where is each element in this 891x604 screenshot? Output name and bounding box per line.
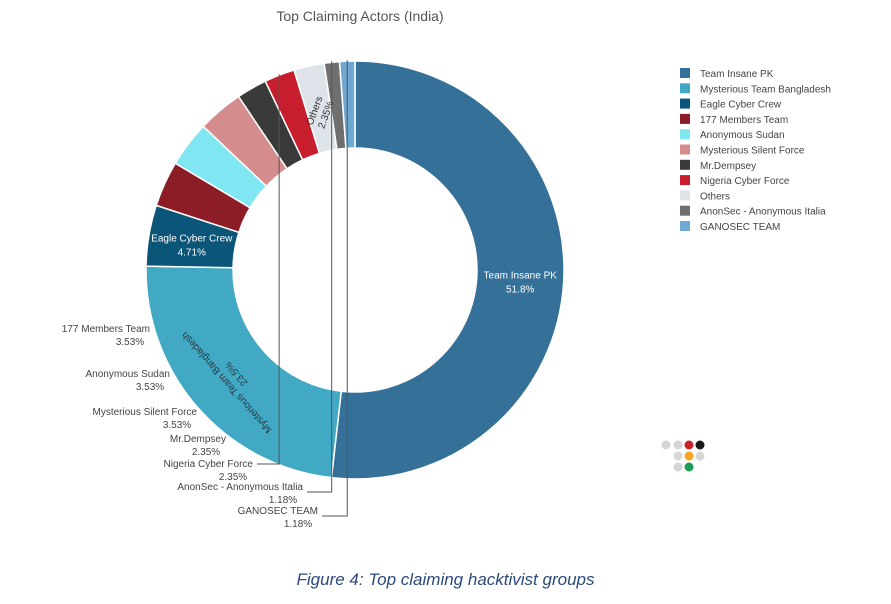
- label-anonsec-anonymous-italia: AnonSec - Anonymous Italia: [177, 482, 303, 493]
- legend-swatch: [680, 175, 690, 186]
- chart-title: Top Claiming Actors (India): [276, 8, 443, 24]
- figure-caption: Figure 4: Top claiming hacktivist groups: [296, 570, 595, 589]
- value-ganosec-team: 1.18%: [284, 519, 312, 530]
- leader-line-nigeria-cyber-force: [257, 74, 280, 465]
- legend-label: Mysterious Silent Force: [700, 146, 805, 157]
- value-nigeria-cyber-force: 2.35%: [219, 472, 247, 483]
- legend-item-team-insane-pk[interactable]: Team Insane PK: [680, 68, 774, 80]
- label-mr-dempsey: Mr.Dempsey: [170, 434, 226, 445]
- logo-dot: [684, 462, 694, 472]
- logo-dot: [695, 451, 705, 461]
- leader-line-ganosec-team: [322, 60, 348, 517]
- slice-team-insane-pk: [330, 60, 565, 480]
- value-eagle-cyber-crew: 4.71%: [178, 248, 206, 259]
- value-team-insane-pk: 51.8%: [506, 284, 534, 295]
- legend-swatch: [680, 190, 690, 201]
- value-mysterious-silent-force: 3.53%: [163, 420, 191, 431]
- legend-swatch: [680, 68, 690, 78]
- legend-item-177-members-team[interactable]: 177 Members Team: [680, 113, 788, 126]
- label-nigeria-cyber-force: Nigeria Cyber Force: [164, 459, 254, 470]
- legend-swatch: [680, 98, 690, 109]
- legend-item-eagle-cyber-crew[interactable]: Eagle Cyber Crew: [680, 98, 782, 111]
- logo-dot: [684, 440, 694, 450]
- legend-label: GANOSEC TEAM: [700, 222, 780, 233]
- logo-dot: [673, 451, 683, 461]
- logo-dot: [684, 451, 694, 461]
- legend: Team Insane PK Mysterious Team Bangladesh…: [680, 68, 831, 233]
- logo-dot: [673, 440, 683, 450]
- legend-item-others[interactable]: Others: [680, 190, 730, 202]
- value-177-members-team: 3.53%: [116, 337, 144, 348]
- legend-swatch: [680, 83, 690, 94]
- label-177-members-team: 177 Members Team: [62, 324, 150, 335]
- legend-item-ganosec-team[interactable]: GANOSEC TEAM: [680, 221, 780, 233]
- logo-dot: [673, 462, 683, 472]
- legend-label: Mr.Dempsey: [700, 161, 756, 172]
- legend-swatch: [680, 205, 690, 216]
- legend-label: 177 Members Team: [700, 115, 788, 126]
- legend-item-nigeria-cyber-force[interactable]: Nigeria Cyber Force: [680, 175, 790, 187]
- value-anonymous-sudan: 3.53%: [136, 382, 164, 393]
- legend-label: Anonymous Sudan: [700, 130, 785, 141]
- legend-item-mysterious-team-bangladesh[interactable]: Mysterious Team Bangladesh: [680, 83, 831, 95]
- legend-item-anonsec-anonymous-italia[interactable]: AnonSec - Anonymous Italia: [680, 205, 826, 218]
- label-mysterious-silent-force: Mysterious Silent Force: [93, 407, 198, 418]
- legend-label: Eagle Cyber Crew: [700, 100, 782, 111]
- legend-swatch: [680, 159, 690, 170]
- value-mr-dempsey: 2.35%: [192, 447, 220, 458]
- label-ganosec-team: GANOSEC TEAM: [238, 506, 318, 517]
- logo-dots: [661, 440, 705, 472]
- legend-swatch: [680, 221, 690, 231]
- legend-label: Team Insane PK: [700, 69, 774, 80]
- legend-swatch: [680, 113, 690, 124]
- label-eagle-cyber-crew: Eagle Cyber Crew: [151, 234, 233, 245]
- legend-label: Mysterious Team Bangladesh: [700, 84, 831, 95]
- legend-item-mr-dempsey[interactable]: Mr.Dempsey: [680, 159, 756, 172]
- legend-item-mysterious-silent-force[interactable]: Mysterious Silent Force: [680, 144, 805, 157]
- logo-dot: [661, 440, 671, 450]
- legend-swatch: [680, 144, 690, 155]
- legend-item-anonymous-sudan[interactable]: Anonymous Sudan: [680, 129, 785, 141]
- legend-label: Nigeria Cyber Force: [700, 176, 790, 187]
- logo-dot: [695, 440, 705, 450]
- legend-label: Others: [700, 191, 730, 202]
- value-anonsec-anonymous-italia: 1.18%: [269, 495, 297, 506]
- label-anonymous-sudan: Anonymous Sudan: [85, 369, 170, 380]
- slice-mysterious-team-bangladesh: [145, 265, 343, 479]
- leader-line-anonsec-anonymous-italia: [307, 61, 333, 493]
- legend-swatch: [680, 129, 690, 140]
- label-team-insane-pk: Team Insane PK: [484, 270, 558, 281]
- legend-label: AnonSec - Anonymous Italia: [700, 207, 826, 218]
